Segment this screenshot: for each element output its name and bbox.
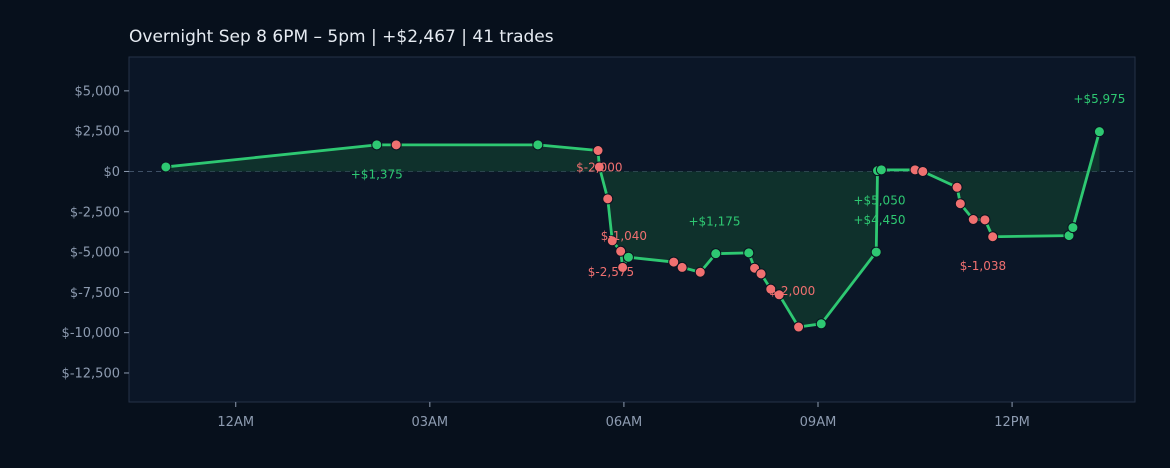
trade-point xyxy=(793,321,805,333)
trade-point xyxy=(815,318,827,330)
trade-point xyxy=(954,198,966,210)
trade-point xyxy=(602,193,614,205)
trade-point xyxy=(160,161,172,173)
trade-point xyxy=(743,247,755,259)
trade-point xyxy=(710,248,722,260)
trade-point xyxy=(1067,222,1079,234)
x-tick-label: 03AM xyxy=(412,415,449,430)
trade-annotation: +$4,450 xyxy=(853,213,905,227)
y-tick-label: $5,000 xyxy=(75,84,121,99)
trade-point xyxy=(593,161,605,173)
trade-annotation: +$1,175 xyxy=(688,214,740,228)
trade-annotation: $-1,040 xyxy=(601,229,647,243)
trade-point xyxy=(979,214,991,226)
trade-point xyxy=(668,256,680,268)
y-tick-label: $-2,500 xyxy=(70,205,120,220)
y-tick-label: $2,500 xyxy=(75,125,121,140)
trade-point xyxy=(532,139,544,151)
trade-point xyxy=(875,164,887,176)
trade-point xyxy=(615,245,627,257)
x-tick-label: 12PM xyxy=(994,415,1030,430)
trade-point xyxy=(773,289,785,301)
x-axis: 12AM 03AM 06AM 09AM 12PM xyxy=(217,402,1030,430)
x-tick-label: 12AM xyxy=(217,415,254,430)
trade-point xyxy=(755,268,767,280)
trade-point xyxy=(390,139,402,151)
trade-annotation: $-2,000 xyxy=(769,284,815,298)
y-tick-label: $-7,500 xyxy=(70,286,120,301)
trade-point xyxy=(694,266,706,278)
pnl-area xyxy=(165,131,1100,328)
y-tick-label: $-10,000 xyxy=(62,326,120,341)
trade-annotation: $-1,038 xyxy=(960,259,1006,273)
trade-point xyxy=(676,261,688,273)
trade-point xyxy=(606,235,618,247)
y-tick-label: $0 xyxy=(103,165,120,180)
trade-annotation: +$5,975 xyxy=(1073,92,1125,106)
trade-point xyxy=(951,181,963,193)
trade-annotation: $-2,575 xyxy=(588,265,634,279)
trade-point xyxy=(870,246,882,258)
y-tick-label: $-12,500 xyxy=(62,366,120,381)
trade-points xyxy=(160,126,1105,333)
trade-point xyxy=(622,251,634,263)
trade-point xyxy=(765,283,777,295)
trade-point xyxy=(917,165,929,177)
x-tick-label: 09AM xyxy=(800,415,837,430)
trade-point xyxy=(617,261,629,273)
trade-annotation: $-2,000 xyxy=(576,160,622,174)
y-axis: $5,000 $2,500 $0 $-2,500 $-5,000 $-7,500 $-10,… xyxy=(62,84,129,381)
trade-annotation: +$5,050 xyxy=(853,193,905,207)
y-tick-label: $-5,000 xyxy=(70,246,120,261)
trade-point xyxy=(967,214,979,226)
trade-point xyxy=(987,231,999,243)
trade-point xyxy=(592,145,604,157)
chart-title: Overnight Sep 8 6PM – 5pm | +$2,467 | 41… xyxy=(129,27,554,47)
trade-point xyxy=(1093,126,1105,138)
trade-annotation: +$1,375 xyxy=(351,168,403,182)
x-tick-label: 06AM xyxy=(606,415,643,430)
trade-point xyxy=(371,139,383,151)
trade-annotations: +$1,375 $-2,000 $-1,040 $-2,575 +$1,175 $-2,0… xyxy=(351,92,1126,298)
